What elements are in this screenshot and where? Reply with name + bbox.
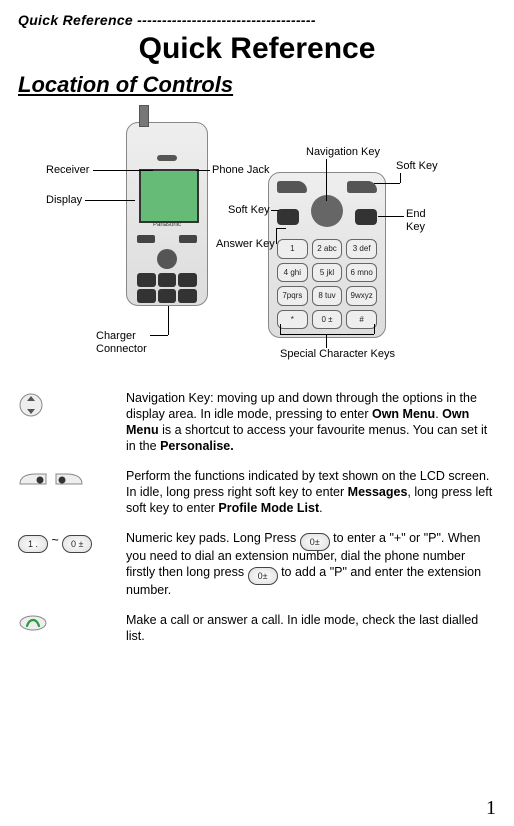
label-display: Display	[46, 194, 82, 207]
header-line: Quick Reference ------------------------…	[18, 12, 496, 28]
label-softkey-left: Soft Key	[228, 204, 270, 217]
call-key-desc: Make a call or answer a call. In idle mo…	[126, 612, 496, 644]
page-number: 1	[486, 797, 496, 820]
label-charger-1: Charger	[96, 330, 136, 343]
nav-key-icon	[18, 390, 126, 454]
label-end-key-2: Key	[406, 221, 425, 234]
controls-diagram: Panasonic 12 abc3 def 4 ghi5 jkl6 mno 7p…	[18, 116, 496, 376]
label-softkey-right: Soft Key	[396, 160, 438, 173]
numeric-keys-icon: 1 . ~ 0 ±	[18, 530, 126, 598]
label-charger-2: Connector	[96, 343, 147, 356]
numeric-keys-desc: Numeric key pads. Long Press 0± to enter…	[126, 530, 496, 598]
keypad-illustration: 12 abc3 def 4 ghi5 jkl6 mno 7pqrs8 tuv9w…	[268, 172, 386, 338]
section-heading: Location of Controls	[18, 72, 496, 98]
label-end-key-1: End	[406, 208, 426, 221]
label-answer-key: Answer Key	[216, 238, 275, 251]
page-title: Quick Reference	[18, 32, 496, 66]
call-key-icon	[18, 612, 126, 644]
description-table: Navigation Key: moving up and down throu…	[18, 390, 496, 644]
label-navigation-key: Navigation Key	[306, 146, 380, 159]
label-phone-jack: Phone Jack	[212, 164, 269, 177]
soft-keys-icon	[18, 468, 126, 516]
label-special-keys: Special Character Keys	[280, 348, 395, 361]
nav-key-desc: Navigation Key: moving up and down throu…	[126, 390, 496, 454]
phone-illustration: Panasonic	[126, 122, 208, 306]
soft-keys-desc: Perform the functions indicated by text …	[126, 468, 496, 516]
label-receiver: Receiver	[46, 164, 89, 177]
phone-brand: Panasonic	[127, 222, 207, 228]
